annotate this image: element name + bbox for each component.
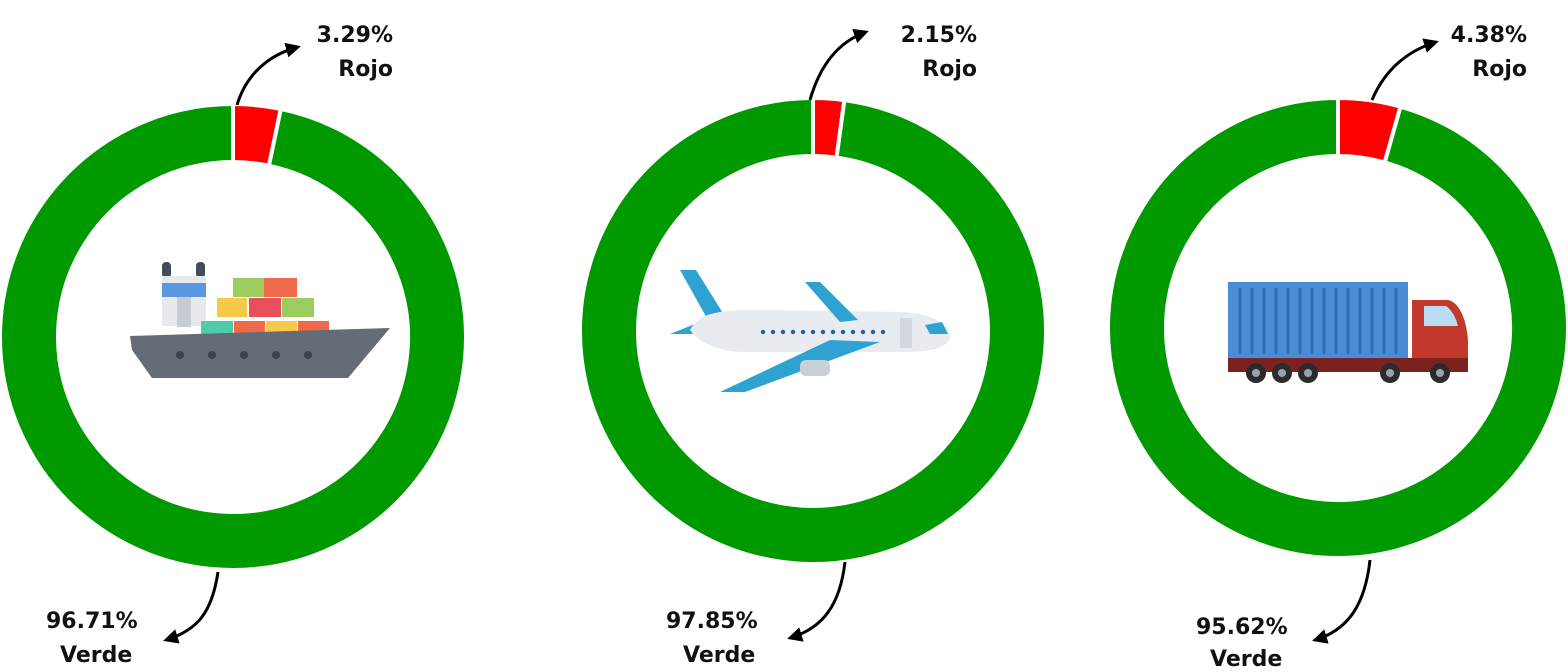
- verde-callout-arrow: [787, 561, 847, 642]
- rojo-callout-arrow: [808, 28, 869, 101]
- verde-series-label: Verde: [683, 643, 755, 668]
- rojo-callout-arrow: [1370, 38, 1439, 101]
- verde-value-label: 95.62%: [1196, 615, 1288, 640]
- rojo-value-label: 4.38%: [1451, 23, 1527, 48]
- rojo-value-label: 3.29%: [317, 23, 393, 48]
- donut-chart-ship: 3.29% Rojo 96.71% Verde: [0, 23, 468, 668]
- verde-series-label: Verde: [60, 643, 132, 668]
- verde-callout-arrow: [163, 571, 220, 644]
- rojo-series-label: Rojo: [338, 57, 393, 82]
- donut-slice-verde: [578, 95, 1048, 566]
- verde-value-label: 96.71%: [46, 609, 138, 634]
- cargo-ship-icon: [130, 262, 390, 378]
- verde-value-label: 97.85%: [666, 609, 758, 634]
- rojo-series-label: Rojo: [922, 57, 977, 82]
- rojo-callout-arrow: [235, 42, 301, 106]
- rojo-value-label: 2.15%: [901, 23, 977, 48]
- rojo-series-label: Rojo: [1472, 57, 1527, 82]
- donut-chart-truck: 4.38% Rojo 95.62% Verde: [1106, 23, 1568, 672]
- container-truck-icon: [1228, 282, 1468, 383]
- verde-series-label: Verde: [1210, 647, 1282, 672]
- verde-callout-arrow: [1312, 559, 1372, 644]
- airplane-icon: [670, 270, 950, 392]
- donut-slice-verde: [1106, 95, 1568, 560]
- donut-slice-verde: [0, 101, 468, 572]
- donut-chart-airplane: 2.15% Rojo 97.85% Verde: [578, 23, 1048, 668]
